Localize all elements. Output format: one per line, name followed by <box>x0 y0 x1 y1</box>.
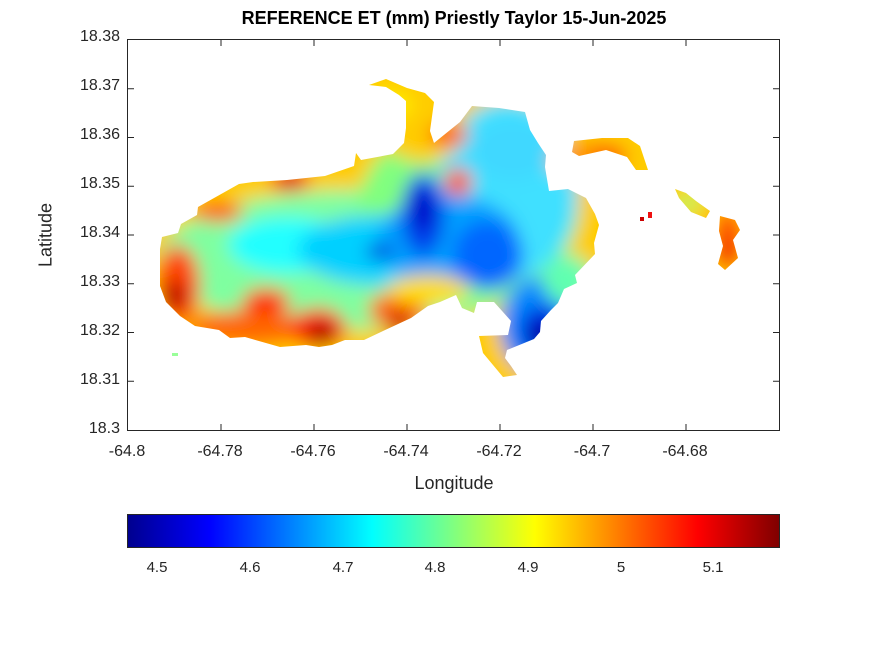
x-tick-label: -64.8 <box>108 443 146 460</box>
colorbar-tick-label: 4.5 <box>146 559 168 576</box>
x-tick-label: -64.78 <box>197 443 243 460</box>
y-axis-label: Latitude <box>35 202 56 268</box>
x-tick-label: -64.68 <box>662 443 708 460</box>
y-tick-label: 18.32 <box>79 322 120 339</box>
et-map <box>160 79 740 377</box>
x-axis-label: Longitude <box>414 473 494 493</box>
colorbar-tick-label: 5.1 <box>702 559 724 576</box>
y-tick-label: 18.38 <box>79 28 120 45</box>
colorbar-tick-label: 5 <box>616 559 626 576</box>
y-tick-label: 18.36 <box>79 126 120 143</box>
chart-title: REFERENCE ET (mm) Priestly Taylor 15-Jun… <box>241 8 667 28</box>
y-tick-label: 18.3 <box>88 420 120 437</box>
map-axes <box>127 39 780 431</box>
colorbar-tick-label: 4.7 <box>332 559 354 576</box>
x-tick-label: -64.72 <box>476 443 522 460</box>
axis-tick-marks <box>128 40 779 430</box>
y-tick-label: 18.31 <box>79 371 120 388</box>
y-tick-label: 18.34 <box>79 224 120 241</box>
x-tick-label: -64.74 <box>383 443 429 460</box>
x-tick-label: -64.7 <box>573 443 611 460</box>
colorbar-tick-label: 4.8 <box>424 559 446 576</box>
y-tick-label: 18.33 <box>79 273 120 290</box>
y-tick-label: 18.37 <box>79 77 120 94</box>
colorbar-tick-label: 4.6 <box>239 559 261 576</box>
y-tick-label: 18.35 <box>79 175 120 192</box>
x-tick-label: -64.76 <box>290 443 336 460</box>
colorbar <box>127 514 780 548</box>
colorbar-tick-label: 4.9 <box>517 559 539 576</box>
